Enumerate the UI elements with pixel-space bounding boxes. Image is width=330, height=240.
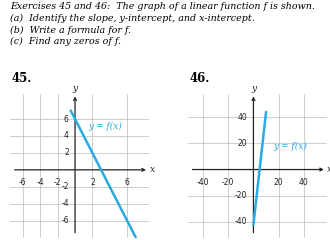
Text: -2: -2 bbox=[61, 182, 69, 191]
Text: -6: -6 bbox=[61, 216, 69, 225]
Text: 46.: 46. bbox=[189, 72, 210, 85]
Text: -6: -6 bbox=[19, 179, 27, 187]
Text: 4: 4 bbox=[64, 132, 69, 140]
Text: -20: -20 bbox=[222, 178, 234, 187]
Text: 40: 40 bbox=[237, 113, 247, 122]
Text: 20: 20 bbox=[238, 139, 247, 148]
Text: y: y bbox=[251, 84, 256, 93]
Text: 6: 6 bbox=[125, 179, 130, 187]
Text: -4: -4 bbox=[61, 199, 69, 208]
Text: 20: 20 bbox=[274, 178, 283, 187]
Text: x: x bbox=[149, 165, 155, 174]
Text: -40: -40 bbox=[197, 178, 209, 187]
Text: x: x bbox=[327, 165, 330, 174]
Text: -2: -2 bbox=[54, 179, 61, 187]
Text: 45.: 45. bbox=[11, 72, 32, 85]
Text: y = f(x): y = f(x) bbox=[88, 122, 122, 131]
Text: y: y bbox=[73, 84, 78, 93]
Text: 40: 40 bbox=[299, 178, 309, 187]
Text: -20: -20 bbox=[235, 191, 247, 200]
Text: y = f(x): y = f(x) bbox=[274, 141, 308, 150]
Text: 6: 6 bbox=[64, 114, 69, 124]
Text: -4: -4 bbox=[37, 179, 44, 187]
Text: -40: -40 bbox=[235, 217, 247, 226]
Text: 2: 2 bbox=[90, 179, 95, 187]
Text: Exercises 45 and 46:  The graph of a linear function f is shown.
(a)  Identify t: Exercises 45 and 46: The graph of a line… bbox=[10, 2, 315, 46]
Text: 2: 2 bbox=[64, 148, 69, 157]
